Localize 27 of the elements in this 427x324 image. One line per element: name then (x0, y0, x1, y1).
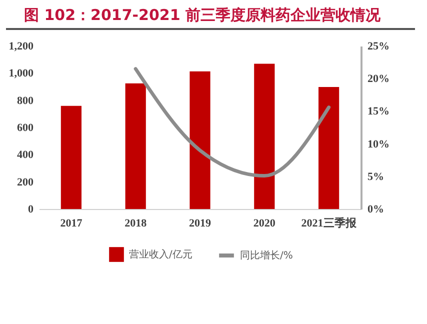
y2-tick-label: 15% (368, 106, 390, 118)
legend-label: 同比增长/% (240, 250, 293, 262)
y2-tick-label: 0% (368, 204, 384, 216)
legend-label: 营业收入/亿元 (129, 248, 192, 260)
bar (318, 87, 340, 209)
y-tick-label: 600 (17, 122, 34, 134)
y2-tick-label: 5% (368, 170, 384, 183)
y-tick-label: 800 (17, 94, 34, 107)
y-tick-label: 1,000 (8, 68, 34, 80)
x-tick-label: 2017 (60, 218, 83, 230)
y2-tick-label: 25% (368, 40, 390, 52)
y2-tick-label: 10% (368, 138, 390, 150)
y-tick-label: 200 (17, 176, 34, 188)
bar (190, 71, 210, 209)
x-tick-label: 2020 (253, 218, 276, 230)
bar (125, 83, 146, 209)
bar (254, 64, 275, 209)
y-tick-label: 1,200 (8, 40, 34, 52)
y-tick-label: 400 (17, 149, 34, 162)
line-series (134, 67, 331, 178)
y2-tick-label: 20% (368, 73, 390, 86)
x-tick-label: 2021三季报 (301, 216, 358, 230)
x-tick-label: 2019 (189, 218, 212, 230)
bar (60, 106, 82, 209)
chart-title: 图 102：2017-2021 前三季度原料药企业营收情况 (6, 0, 415, 30)
y-tick-label: 0 (28, 204, 34, 216)
x-tick-label: 2018 (124, 218, 148, 230)
